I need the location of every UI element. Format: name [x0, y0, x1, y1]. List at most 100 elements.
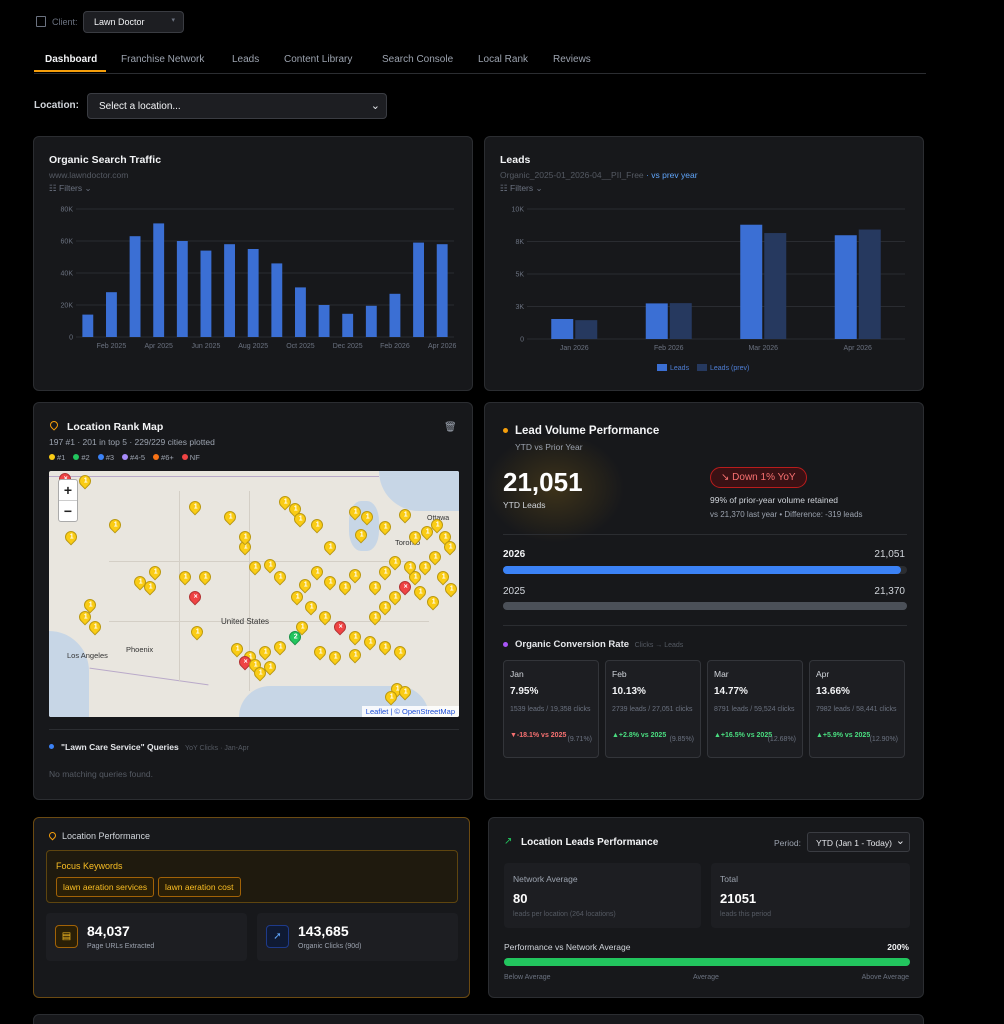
map-attribution[interactable]: Leaflet | © OpenStreetMap — [361, 706, 459, 717]
map-pin-label: 1 — [153, 568, 158, 576]
period-select[interactable]: YTD (Jan 1 - Today) ⌄ — [807, 832, 910, 852]
map-pin-label: 1 — [393, 558, 398, 566]
map-pin[interactable]: 1 — [188, 623, 206, 641]
map-label-united-states: United States — [221, 617, 270, 626]
map-pin[interactable]: × — [186, 588, 204, 606]
map-pin[interactable]: 1 — [186, 498, 204, 516]
map-pin[interactable]: 1 — [424, 593, 442, 611]
y-tick-label: 60K — [61, 239, 74, 246]
map-pin[interactable]: 1 — [376, 518, 394, 536]
legend-item: NF — [181, 453, 200, 462]
location-select[interactable]: Select a location... ⌄ — [87, 93, 387, 119]
map-pin[interactable]: 1 — [366, 578, 384, 596]
map-pin-label: 1 — [228, 513, 233, 521]
map-pin[interactable]: 1 — [62, 528, 80, 546]
bar — [129, 236, 141, 337]
map-state-line — [249, 491, 250, 691]
next-card — [33, 1014, 924, 1024]
map-pin[interactable]: 1 — [411, 583, 429, 601]
map-border — [49, 476, 379, 477]
client-select[interactable]: Lawn Doctor ▾ — [83, 11, 184, 33]
month-conversion-card: Apr 13.66% 7982 leads / 58,441 clicks ▲+5.9… — [809, 660, 905, 758]
filters-button[interactable]: ☷ Filters ⌄ — [500, 183, 543, 194]
map-pin-label: 1 — [431, 598, 436, 606]
legend-swatch — [657, 364, 667, 371]
tab-franchise-network[interactable]: Franchise Network — [121, 54, 205, 65]
leads-title: Leads — [500, 154, 531, 166]
ytd-leads-value: 21,051 — [503, 467, 583, 497]
map-pin[interactable]: 1 — [311, 643, 329, 661]
ytd-leads-label: YTD Leads — [503, 500, 546, 510]
map-pin[interactable]: 1 — [271, 638, 289, 656]
map-pin[interactable]: 1 — [376, 638, 394, 656]
tab-reviews[interactable]: Reviews — [553, 54, 591, 65]
rank-map[interactable]: Toronto United States Los Angeles Phoeni… — [49, 471, 459, 717]
map-pin[interactable]: 1 — [221, 508, 239, 526]
map-pin-label: 1 — [318, 648, 323, 656]
chevron-down-icon: ▾ — [171, 17, 175, 24]
cursor-icon: ➚ — [266, 925, 289, 948]
document-icon: ▤ — [55, 925, 78, 948]
tab-local-rank[interactable]: Local Rank — [478, 54, 529, 65]
map-pin-label: 1 — [441, 573, 446, 581]
tab-dashboard[interactable]: Dashboard — [45, 54, 98, 65]
map-water — [49, 631, 89, 717]
keyword-pill[interactable]: lawn aeration services — [56, 877, 155, 897]
tab-content-library[interactable]: Content Library — [284, 54, 353, 65]
map-pin[interactable]: 1 — [308, 516, 326, 534]
filter-icon: ☷ — [500, 183, 508, 193]
zoom-in-button[interactable]: + — [59, 480, 77, 501]
tab-leads[interactable]: Leads — [232, 54, 260, 65]
leads-chart: 0 3K 5K 8K 10K Jan 2026 Feb 2026 Mar 2026 Apr 20… — [512, 207, 905, 372]
bar — [295, 287, 306, 337]
difference-text: vs 21,370 last year • Difference: -319 l… — [710, 510, 863, 519]
map-pin[interactable]: 1 — [256, 643, 274, 661]
bar — [764, 233, 787, 339]
map-pin[interactable]: 1 — [346, 628, 364, 646]
conversion-divider — [503, 625, 907, 626]
map-pin[interactable]: 1 — [361, 633, 379, 651]
tab-search-console[interactable]: Search Console — [382, 54, 454, 65]
legend-label: #4-5 — [130, 453, 146, 462]
map-pin[interactable]: 1 — [321, 573, 339, 591]
map-pin[interactable]: 1 — [326, 648, 344, 666]
legend-swatch — [697, 364, 707, 371]
filters-button[interactable]: ☷ Filters ⌄ — [49, 183, 92, 194]
map-pin-label: 1 — [333, 653, 338, 661]
map-pin[interactable]: 1 — [302, 598, 320, 616]
bar — [740, 224, 763, 339]
zoom-out-button[interactable]: − — [63, 503, 73, 519]
map-pin[interactable]: 1 — [316, 608, 334, 626]
map-pin[interactable]: 1 — [391, 643, 409, 661]
map-pin[interactable]: 1 — [106, 516, 124, 534]
stat-card-clicks: ➚ 143,685 Organic Clicks (90d) — [257, 913, 458, 961]
trash-icon[interactable]: 🗑 — [444, 422, 457, 433]
map-pin[interactable]: 1 — [346, 646, 364, 664]
map-pin[interactable]: 1 — [321, 538, 339, 556]
total-value: 21051 — [720, 891, 757, 906]
y-tick-label: 40K — [61, 271, 74, 278]
map-pin-label: 1 — [268, 663, 273, 671]
map-pin-label: 1 — [403, 511, 408, 519]
rank-map-title: Location Rank Map — [67, 421, 164, 433]
bar — [669, 303, 692, 339]
y-tick-label: 10K — [512, 207, 525, 214]
leads-source: Organic_2025-01_2026-04__PII_Free — [500, 170, 644, 180]
map-pin[interactable]: 1 — [308, 563, 326, 581]
conversion-dot — [503, 642, 508, 647]
x-tick-label: Aug 2025 — [238, 343, 268, 350]
period-label: Period: — [774, 838, 801, 848]
map-pin-label: 1 — [389, 693, 394, 701]
network-average-value: 80 — [513, 891, 528, 906]
urls-label: Page URLs Extracted — [87, 943, 155, 950]
map-pin-label: 1 — [383, 643, 388, 651]
keyword-pill[interactable]: lawn aeration cost — [158, 877, 241, 897]
bar — [645, 303, 668, 339]
map-pin[interactable]: 1 — [146, 563, 164, 581]
month-conversion-card: Feb 10.13% 2739 leads / 27,051 clicks ▲+2.8… — [605, 660, 701, 758]
queries-dot — [49, 744, 54, 749]
map-pin[interactable]: 1 — [196, 568, 214, 586]
conversion-rate: 7.95% — [510, 686, 539, 697]
organic-traffic-subtitle: www.lawndoctor.com — [49, 170, 129, 180]
organic-traffic-card: Organic Search Traffic www.lawndoctor.co… — [33, 136, 473, 391]
